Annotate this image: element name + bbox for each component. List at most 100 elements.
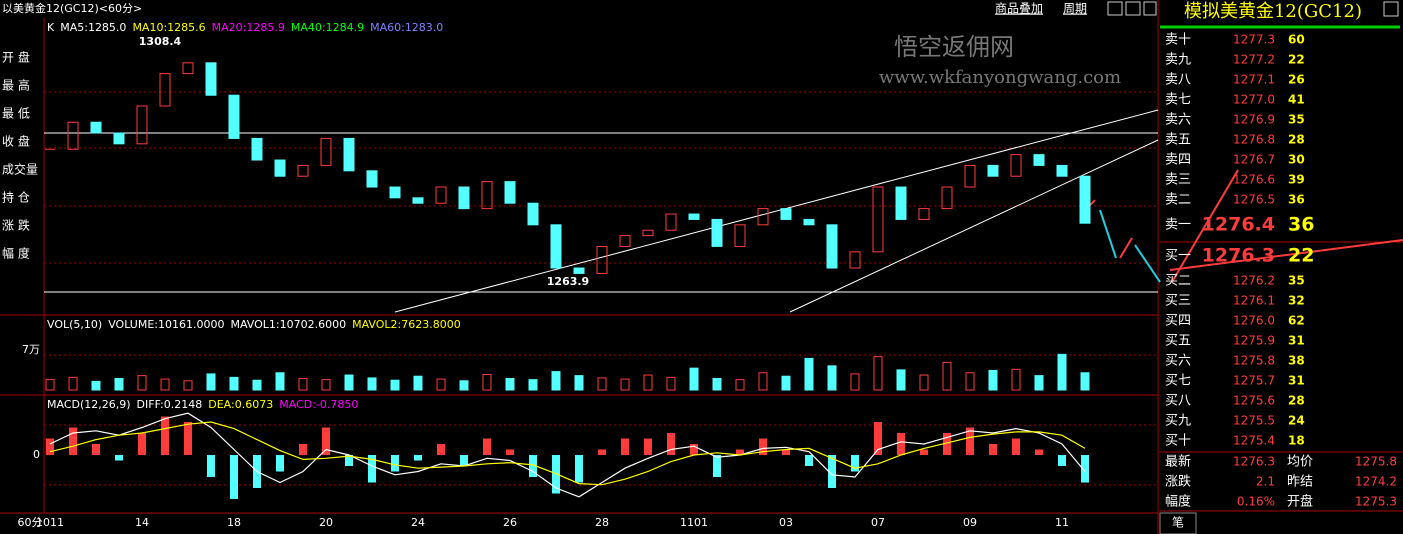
field-label: 开 盘 — [2, 50, 30, 65]
macd-bar — [966, 427, 974, 455]
volume-bar — [827, 365, 837, 391]
macd-bar — [828, 455, 836, 488]
candle — [550, 224, 562, 269]
candle — [481, 181, 493, 210]
candle — [205, 62, 217, 96]
stat-label: 最新 — [1165, 454, 1191, 470]
volume-bar — [206, 373, 216, 391]
book-qty: 28 — [1288, 394, 1305, 408]
macd-bar — [437, 444, 445, 455]
candle — [435, 186, 447, 204]
volume-bar — [735, 379, 745, 391]
candle — [964, 164, 976, 188]
macd-bar — [943, 433, 951, 455]
book-price: 1275.5 — [1233, 414, 1275, 428]
macd-bar — [667, 433, 675, 455]
y-tick-label: 7万 — [22, 343, 40, 356]
candle — [251, 137, 263, 161]
macd-bar — [1081, 455, 1089, 483]
overlay-button[interactable]: 商品叠加 — [995, 1, 1043, 16]
field-label: 成交量 — [2, 162, 38, 177]
field-label: 幅 度 — [2, 246, 30, 261]
book-qty: 31 — [1288, 334, 1305, 348]
quote-title: 模拟美黄金12(GC12) — [1184, 1, 1362, 22]
candle — [1010, 154, 1022, 177]
tab-label[interactable]: 笔 — [1172, 515, 1184, 530]
field-label: 收 盘 — [2, 134, 30, 149]
volume-bar — [620, 378, 630, 391]
candle — [619, 235, 631, 247]
book-qty: 18 — [1288, 434, 1305, 448]
volume-bar — [91, 380, 101, 391]
book-label: 卖八 — [1165, 73, 1191, 88]
macd-bar — [575, 455, 583, 483]
volume-bar — [482, 373, 492, 391]
candle — [389, 186, 401, 199]
trend-lines — [44, 109, 1159, 313]
book-qty: 35 — [1288, 274, 1305, 288]
macd-bar — [115, 455, 123, 461]
volume-bar — [390, 379, 400, 391]
volume-bar — [896, 369, 906, 391]
macd-bar — [483, 438, 491, 455]
macd-bar — [874, 422, 882, 455]
stat-value: 1274.2 — [1355, 475, 1397, 489]
volume-bar — [229, 376, 239, 391]
volume-bar — [574, 375, 584, 391]
candle — [159, 73, 171, 107]
stat-value: 1275.8 — [1355, 455, 1397, 469]
tab[interactable] — [1159, 512, 1197, 534]
stat-value: 1276.3 — [1233, 455, 1275, 469]
book-label: 卖九 — [1165, 53, 1191, 68]
book-qty: 41 — [1288, 93, 1305, 107]
macd-bar — [322, 427, 330, 455]
book-label: 卖四 — [1165, 153, 1191, 168]
legend-item: DIFF:0.2148 — [137, 398, 203, 411]
candle — [780, 208, 792, 220]
book-price: 1275.9 — [1233, 334, 1275, 348]
candle — [67, 121, 79, 150]
field-label: 持 仓 — [2, 190, 30, 205]
macd-bar — [598, 449, 606, 455]
legend-item: VOL(5,10) — [47, 318, 102, 331]
x-tick-label: 1011 — [36, 516, 64, 529]
stat-label: 涨跌 — [1165, 474, 1191, 490]
volume-bar — [919, 374, 929, 391]
volume-bar — [436, 378, 446, 391]
volume-bar — [45, 379, 55, 391]
stat-value: 1275.3 — [1355, 495, 1397, 509]
field-label: 最 低 — [2, 107, 30, 121]
period-button[interactable]: 周期 — [1063, 2, 1087, 16]
candle — [941, 186, 953, 210]
book-price: 1276.8 — [1233, 133, 1275, 147]
x-tick-label: 26 — [503, 516, 517, 529]
book-label: 买四 — [1165, 314, 1191, 329]
macd-bar — [184, 422, 192, 455]
macd-bar — [138, 433, 146, 455]
candle — [1056, 164, 1068, 177]
book-label: 买一 — [1165, 249, 1191, 264]
candle — [711, 218, 723, 247]
book-price: 1275.4 — [1233, 434, 1275, 448]
nav-buttons[interactable] — [1107, 1, 1157, 16]
macd-bar — [391, 455, 399, 472]
book-label: 买二 — [1165, 274, 1191, 289]
book-qty: 28 — [1288, 133, 1305, 147]
x-tick-label: 24 — [411, 516, 425, 529]
volume-bar — [965, 372, 975, 391]
candle — [596, 245, 608, 274]
close-button[interactable] — [1383, 1, 1399, 17]
candle — [182, 62, 194, 75]
volume-bar — [712, 378, 722, 391]
period-label: 60分 — [18, 516, 43, 529]
book-label: 买五 — [1165, 334, 1191, 349]
book-label: 卖七 — [1165, 93, 1191, 108]
legend-item: MAVOL1:10702.6000 — [230, 318, 346, 331]
book-price: 1275.7 — [1233, 374, 1275, 388]
legend-item: K — [47, 21, 55, 34]
volume-bar — [298, 378, 308, 391]
stat-value: 2.1 — [1256, 475, 1275, 489]
book-label: 买九 — [1165, 414, 1191, 429]
book-label: 卖二 — [1165, 193, 1191, 208]
stat-label: 开盘 — [1287, 494, 1313, 510]
